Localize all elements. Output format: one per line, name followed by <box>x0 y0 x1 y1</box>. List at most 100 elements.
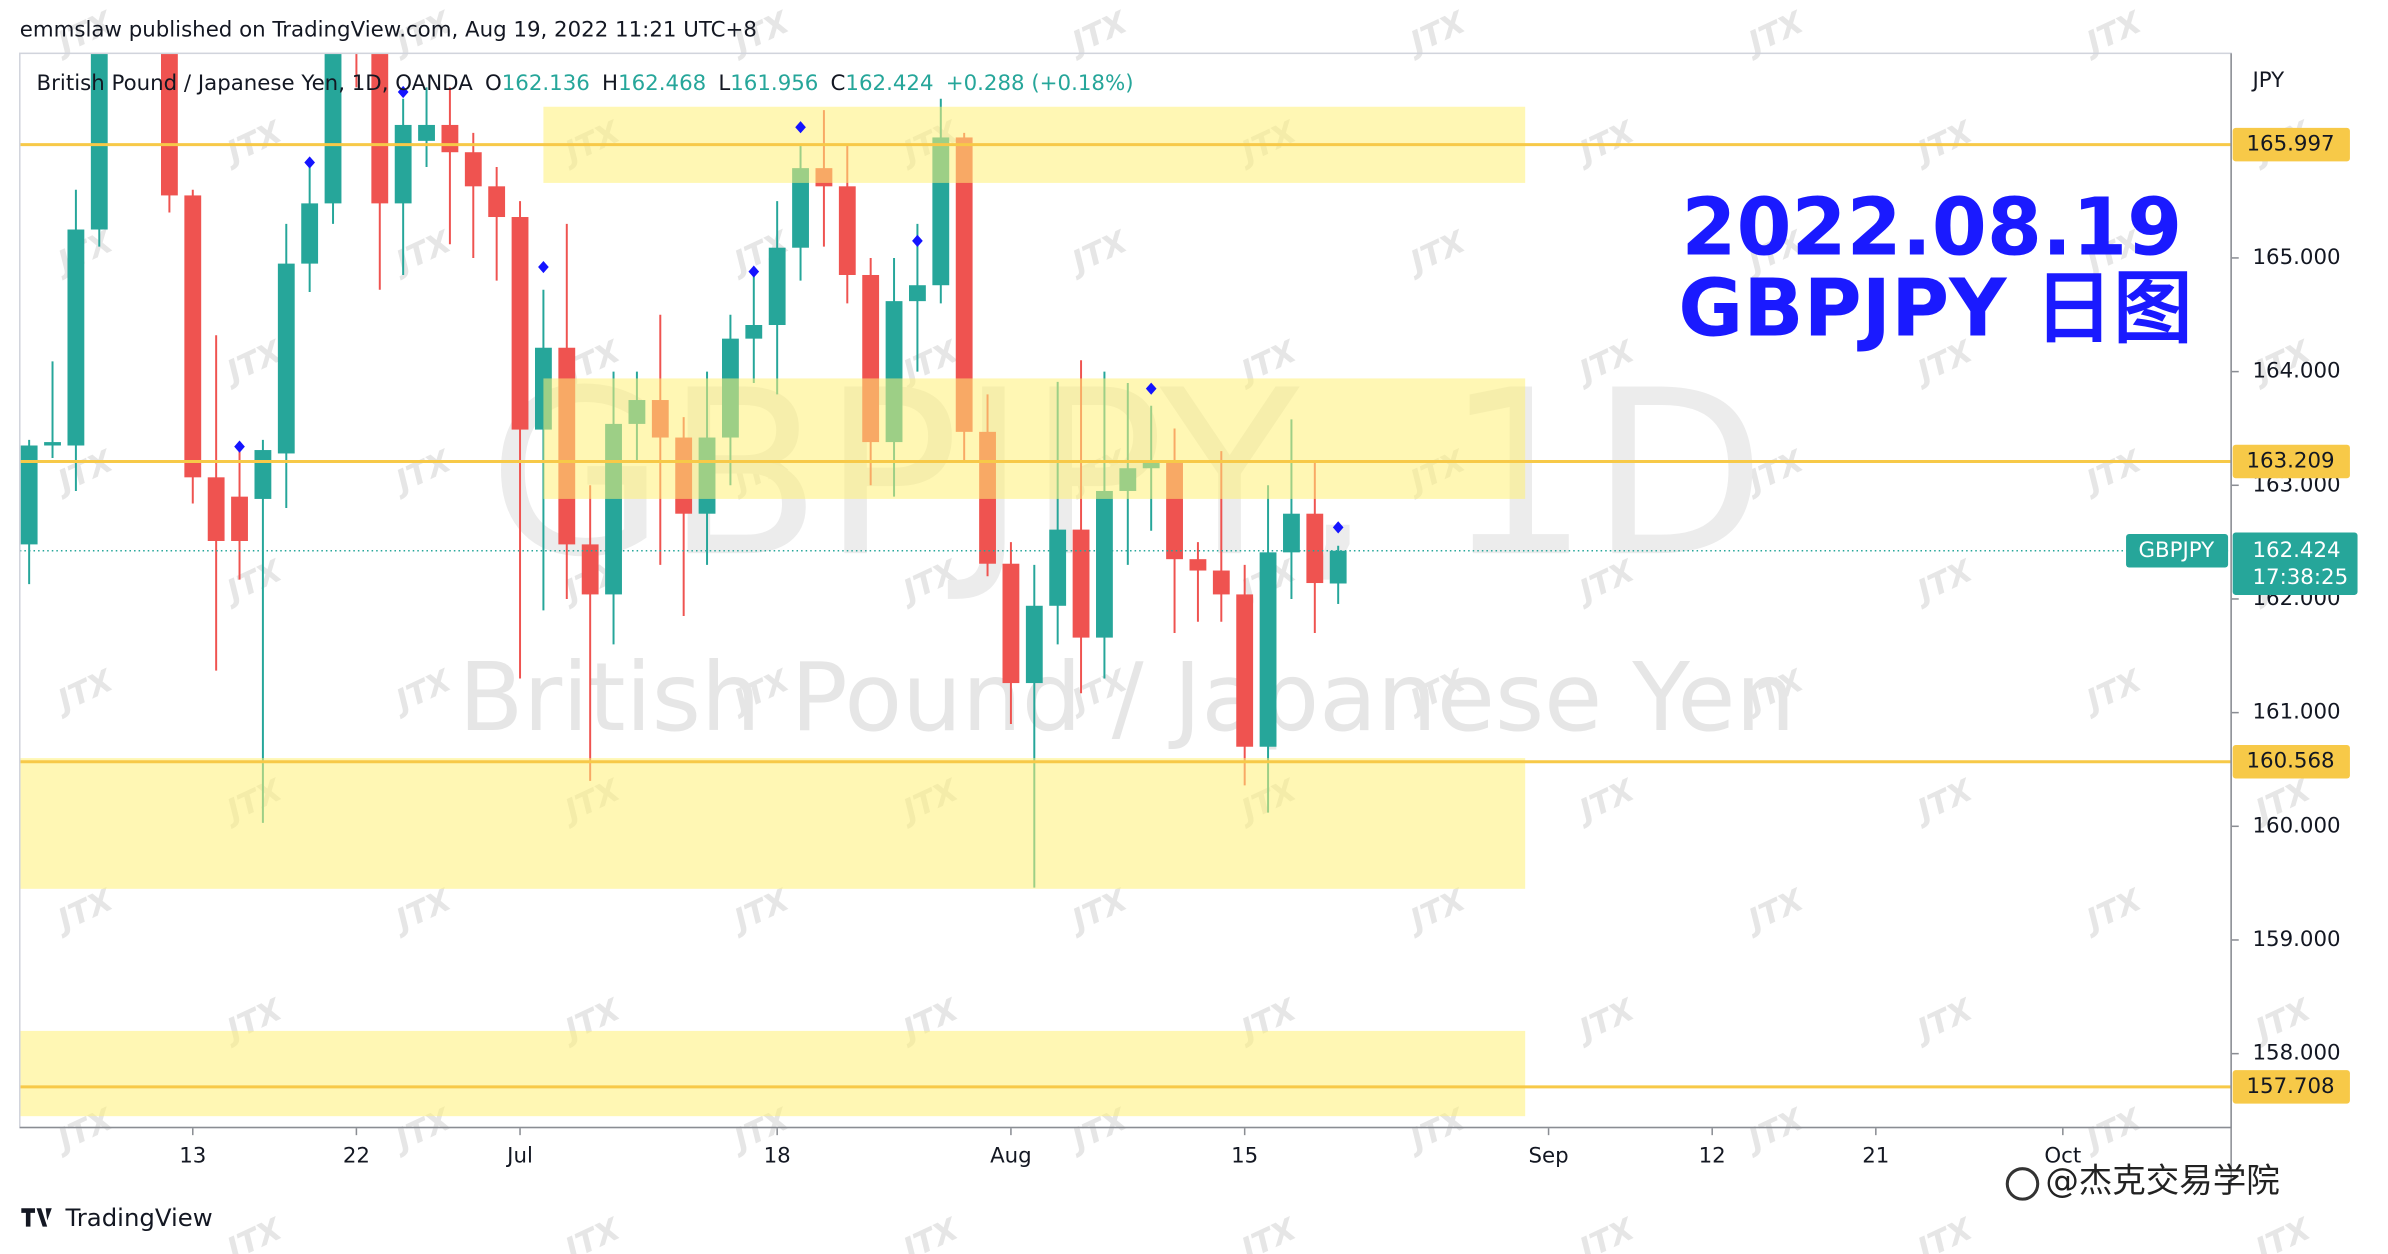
signal-marker <box>397 85 409 99</box>
brand-name: TradingView <box>64 1203 212 1232</box>
candle-body <box>44 442 61 446</box>
candle-body <box>441 124 459 153</box>
candle-body <box>1236 594 1254 747</box>
signal-marker <box>234 440 245 453</box>
candle-body <box>90 53 108 230</box>
candle-body <box>418 124 435 141</box>
candle-body <box>955 137 973 432</box>
candle-body <box>838 186 856 275</box>
candle-body <box>254 450 272 499</box>
legend-close-label: C <box>831 71 846 96</box>
candle-body <box>1329 550 1347 584</box>
y-tick-label: 165.000 <box>2252 245 2340 270</box>
candle-body <box>301 203 319 264</box>
candle-body <box>745 325 763 339</box>
annotation-title: GBPJPY 日图 <box>1678 261 2192 354</box>
zone <box>543 378 1526 499</box>
brand-logo <box>21 1208 52 1227</box>
level-label-box <box>2232 744 2350 779</box>
signal-marker <box>1145 382 1157 395</box>
level-label: 165.997 <box>2246 132 2334 157</box>
level-label-box <box>2232 1070 2350 1104</box>
x-tick-label: 15 <box>1231 1143 1258 1168</box>
x-tick-label: Jul <box>505 1143 533 1168</box>
signal-marker <box>304 156 315 169</box>
x-tick-label: 12 <box>1699 1143 1726 1168</box>
current-price-label: 162.424 <box>2252 538 2340 563</box>
candle-body <box>231 496 248 541</box>
symbol-label: GBPJPY <box>2138 538 2215 563</box>
countdown: 17:38:25 <box>2252 565 2348 590</box>
zone <box>19 1030 1526 1117</box>
candle-body <box>1212 570 1230 595</box>
legend: British Pound / Japanese Yen, 1D, OANDA O… <box>37 71 1134 96</box>
candle-body <box>394 124 412 204</box>
legend-symbol: British Pound / Japanese Yen, 1D, OANDA <box>37 71 474 96</box>
brand: TradingView <box>21 1203 213 1232</box>
zone <box>19 758 1526 889</box>
legend-high-label: H <box>602 71 618 96</box>
candle-body <box>768 247 786 326</box>
y-tick-label: 164.000 <box>2252 359 2340 384</box>
y-tick-label: 160.000 <box>2252 813 2340 838</box>
candle-body <box>792 168 809 248</box>
x-tick-label: 21 <box>1862 1143 1889 1168</box>
x-tick-label: 13 <box>179 1143 206 1168</box>
candle-body <box>511 217 529 430</box>
signal-marker <box>1332 521 1344 534</box>
x-tick-label: Aug <box>990 1143 1032 1168</box>
x-tick-label: 22 <box>343 1143 370 1168</box>
candle-body <box>184 195 202 478</box>
level-label-box <box>2232 127 2350 162</box>
current-price-box <box>2232 532 2358 595</box>
credit-text: @杰克交易学院 <box>2045 1161 2279 1200</box>
legend-open-label: O <box>485 71 502 96</box>
header: emmslaw published on TradingView.com, Au… <box>20 17 757 42</box>
legend-low-label: L <box>718 71 730 96</box>
candle-body <box>1072 529 1090 638</box>
x-tick-label: Oct <box>2044 1143 2081 1168</box>
candle-body <box>488 186 506 218</box>
candle-body <box>324 53 342 204</box>
legend-low: 161.956 <box>730 71 818 96</box>
x-tick-label: Sep <box>1528 1143 1568 1168</box>
candle-body <box>1002 563 1020 684</box>
level-label-box <box>2232 444 2350 479</box>
candle-body <box>67 229 85 446</box>
candle-body <box>1283 513 1300 553</box>
legend-change: +0.288 (+0.18%) <box>946 71 1134 96</box>
candle-body <box>371 53 389 204</box>
candle-body <box>1306 513 1324 584</box>
candle-body <box>1025 605 1043 684</box>
symbol-label-box <box>2126 533 2229 568</box>
overlay: 158.000159.000160.000161.000162.000163.0… <box>179 127 2358 1168</box>
x-tick-label: 18 <box>764 1143 791 1168</box>
axis-unit: JPY <box>2250 68 2285 93</box>
legend-close: 162.424 <box>845 71 933 96</box>
level-label: 163.209 <box>2246 449 2334 474</box>
signal-marker <box>912 234 923 247</box>
y-tick-label: 158.000 <box>2252 1041 2340 1066</box>
candle-body <box>464 152 482 187</box>
candle-body <box>1259 552 1277 747</box>
credit: @杰克交易学院 <box>2005 1161 2280 1201</box>
candle-body <box>909 285 926 302</box>
legend-high: 162.468 <box>618 71 706 96</box>
candle-body <box>1189 559 1207 571</box>
legend-open: 162.136 <box>502 71 590 96</box>
annotation-date: 2022.08.19 <box>1681 181 2182 274</box>
plot <box>19 53 2232 1117</box>
signal-marker <box>795 121 806 134</box>
candle-body <box>1096 490 1113 638</box>
candle-body <box>207 477 225 541</box>
candle-body <box>20 445 38 545</box>
level-label: 160.568 <box>2246 749 2334 774</box>
credit-logo <box>2005 1167 2040 1201</box>
candle-body <box>277 263 295 454</box>
y-tick-label: 161.000 <box>2252 700 2340 725</box>
candle-body <box>1049 529 1067 606</box>
watermark-name: British Pound / Japanese Yen <box>459 643 1796 753</box>
y-tick-label: 159.000 <box>2252 927 2340 952</box>
candle-body <box>581 544 599 595</box>
